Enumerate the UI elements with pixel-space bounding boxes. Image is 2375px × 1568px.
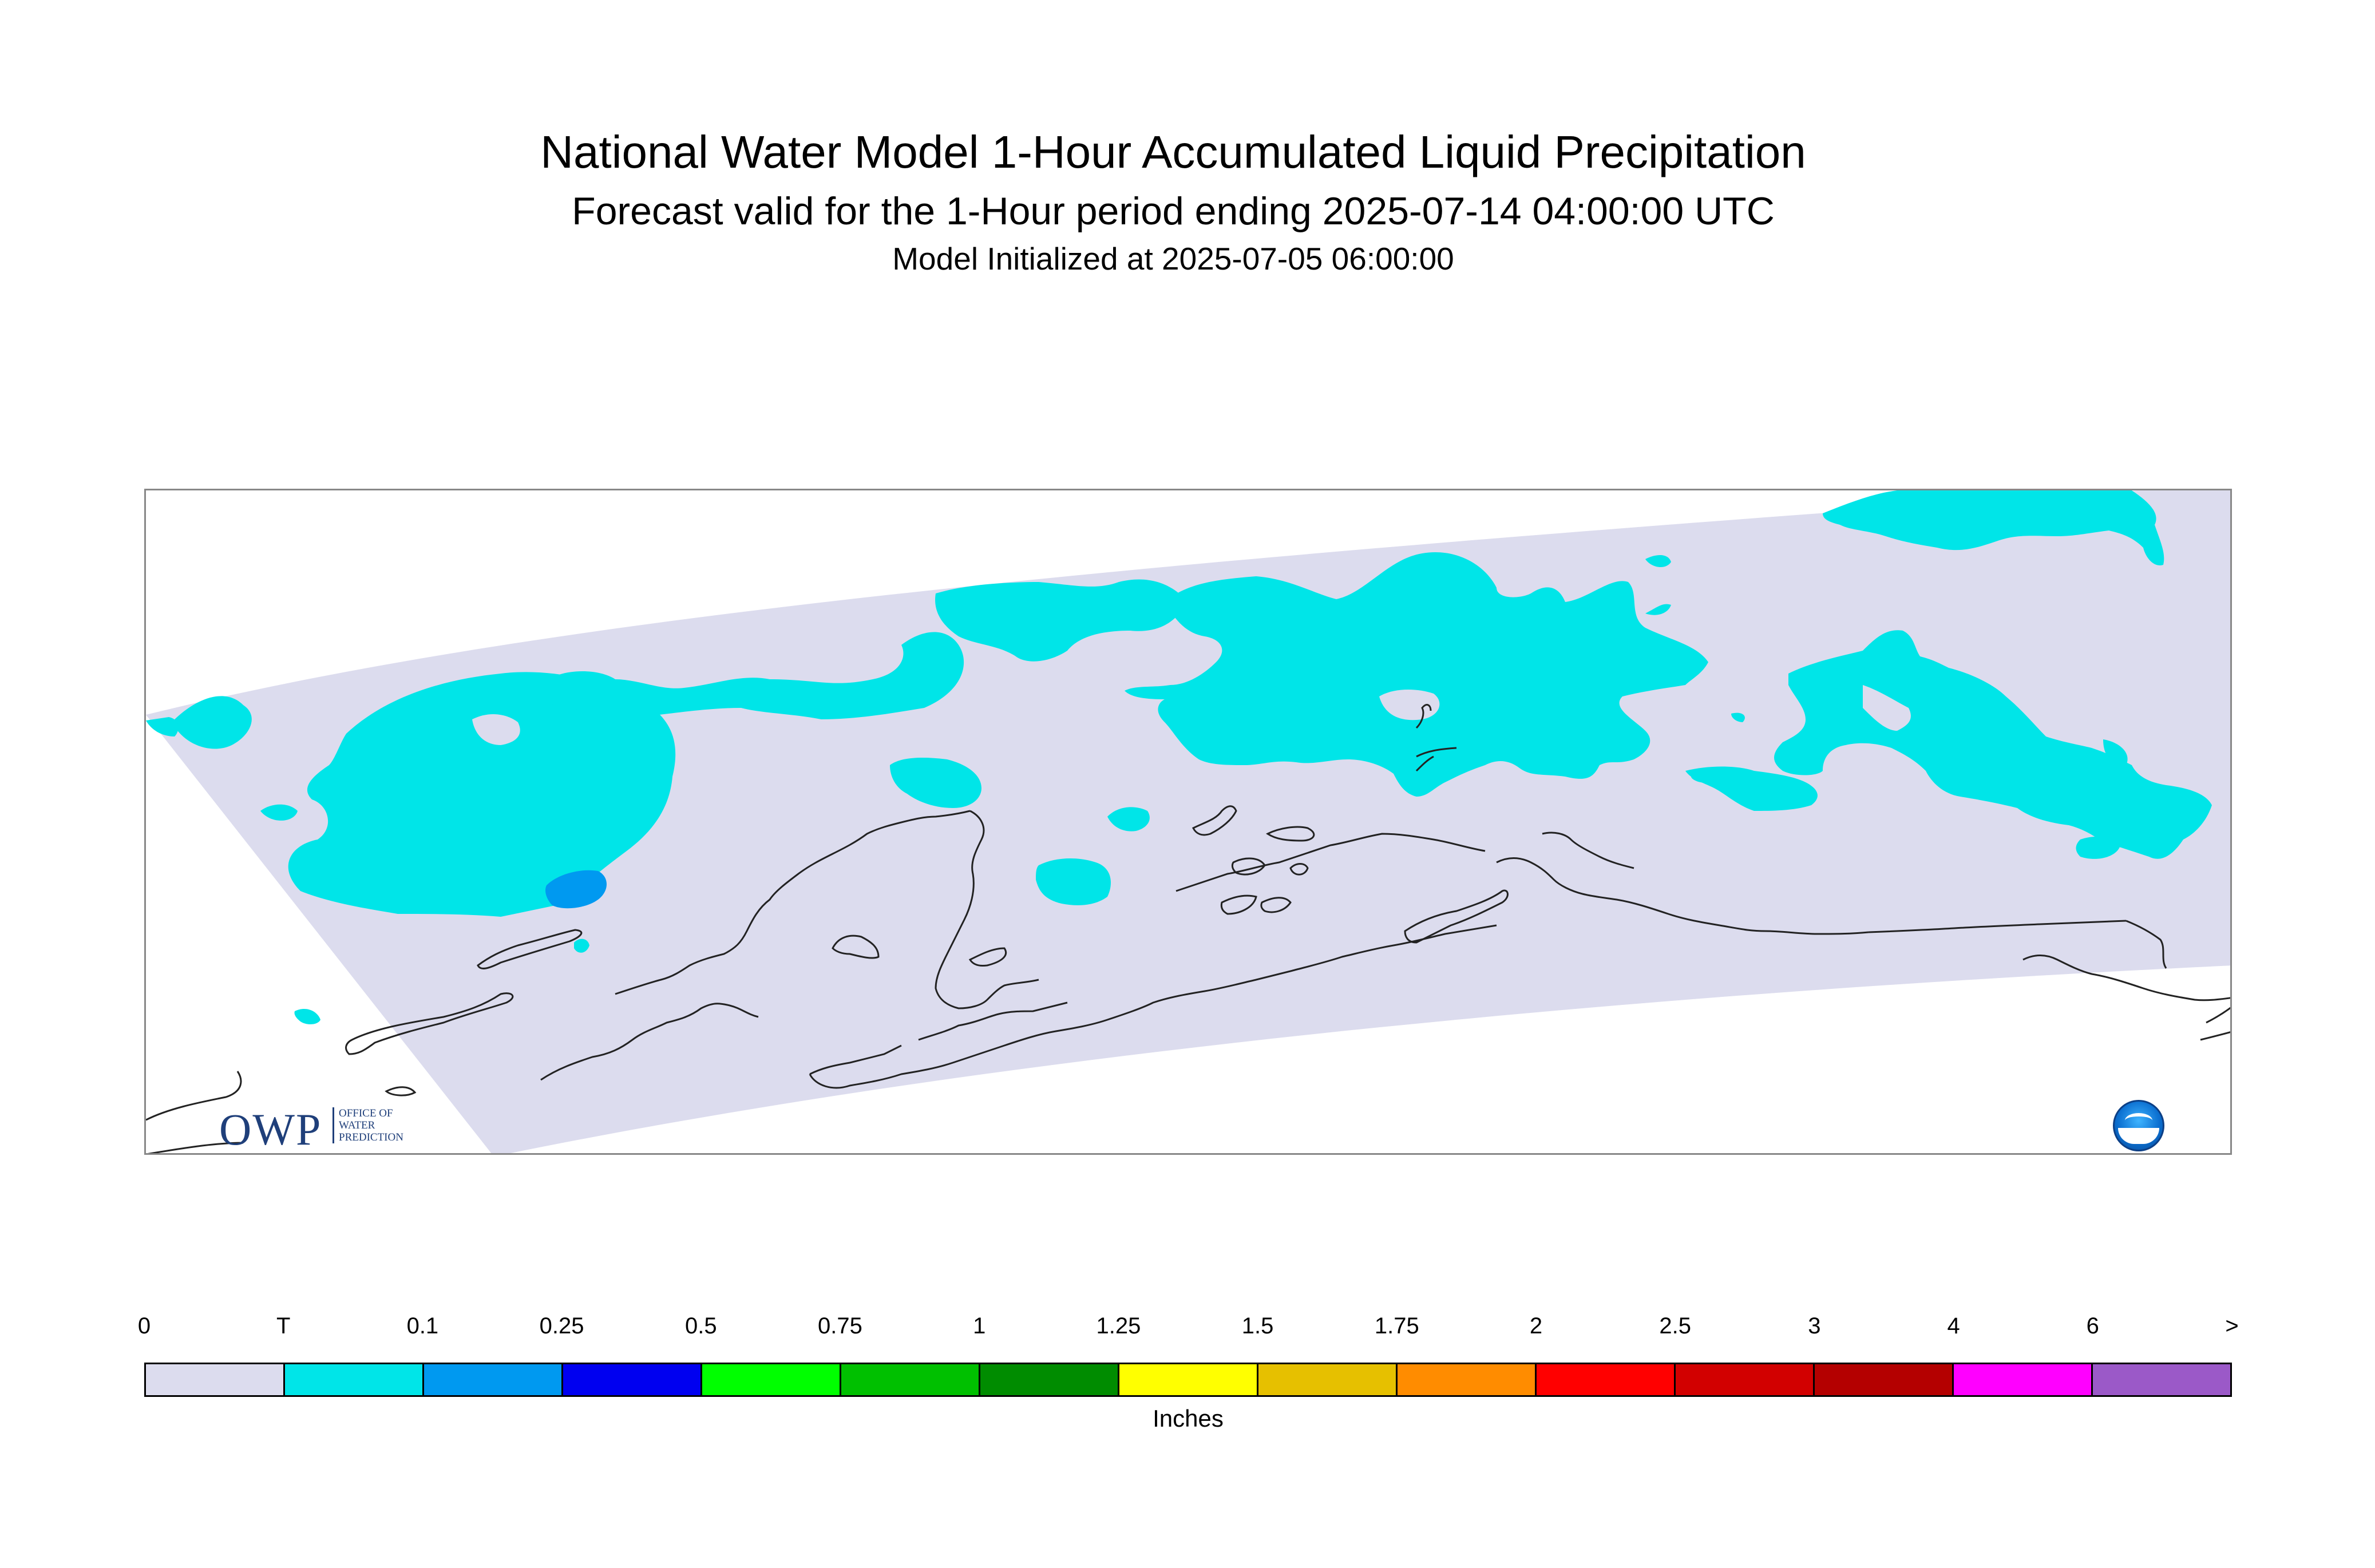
legend-swatch-9 xyxy=(1398,1364,1537,1395)
legend-label-15: > xyxy=(2225,1313,2239,1339)
legend-swatch-3 xyxy=(563,1364,702,1395)
legend-label-1: T xyxy=(276,1313,291,1339)
owp-line-2: WATER xyxy=(339,1119,375,1131)
legend-swatch-4 xyxy=(702,1364,841,1395)
noaa-bird-icon xyxy=(2125,1113,2152,1128)
legend-label-13: 4 xyxy=(1947,1313,1960,1339)
map-title: National Water Model 1-Hour Accumulated … xyxy=(540,126,1806,177)
legend-label-3: 0.25 xyxy=(539,1313,584,1339)
legend-label-5: 0.75 xyxy=(818,1313,862,1339)
legend-label-6: 1 xyxy=(973,1313,986,1339)
map-frame[interactable]: OWP OFFICE OF WATER PREDICTION xyxy=(144,489,2232,1155)
legend-swatch-10 xyxy=(1537,1364,1676,1395)
legend-label-8: 1.5 xyxy=(1241,1313,1274,1339)
model-domain xyxy=(146,490,2230,1153)
legend-label-10: 2 xyxy=(1529,1313,1543,1339)
legend-label-14: 6 xyxy=(2086,1313,2099,1339)
legend-label-0: 0 xyxy=(137,1313,151,1339)
precipitation-map xyxy=(146,490,2230,1153)
owp-line-1: OFFICE OF xyxy=(339,1107,393,1119)
legend-tick-labels: 0 T 0.1 0.25 0.5 0.75 1 1.25 1.5 1.75 2 … xyxy=(138,1313,2239,1348)
zero-precip-holes xyxy=(472,690,1440,745)
coastlines xyxy=(146,704,2230,1153)
legend-label-2: 0.1 xyxy=(406,1313,439,1339)
legend-label-4: 0.5 xyxy=(684,1313,717,1339)
owp-subtext: OFFICE OF WATER PREDICTION xyxy=(332,1107,442,1143)
legend-units: Inches xyxy=(1153,1405,1224,1432)
legend-label-7: 1.25 xyxy=(1096,1313,1141,1339)
legend-colorbar xyxy=(144,1363,2232,1397)
legend-swatch-1 xyxy=(285,1364,424,1395)
legend-swatch-11 xyxy=(1676,1364,1815,1395)
legend-swatch-8 xyxy=(1258,1364,1398,1395)
noaa-wave-icon xyxy=(2118,1128,2159,1144)
legend-swatch-6 xyxy=(980,1364,1119,1395)
legend-label-12: 3 xyxy=(1808,1313,1821,1339)
legend-swatch-13 xyxy=(1954,1364,2093,1395)
legend-swatch-14 xyxy=(2093,1364,2230,1395)
forecast-valid-subtitle: Forecast valid for the 1-Hour period end… xyxy=(572,189,1775,233)
legend-label-11: 2.5 xyxy=(1659,1313,1691,1339)
light-precip-area-2 xyxy=(574,939,589,953)
legend-swatch-12 xyxy=(1815,1364,1954,1395)
legend-label-9: 1.75 xyxy=(1374,1313,1419,1339)
owp-line-3: PREDICTION xyxy=(339,1131,403,1143)
legend-swatch-7 xyxy=(1119,1364,1258,1395)
light-precip-area xyxy=(545,870,607,909)
noaa-logo xyxy=(2113,1100,2164,1151)
legend-swatch-0 xyxy=(146,1364,285,1395)
owp-letters: OWP xyxy=(219,1104,322,1154)
legend-swatch-2 xyxy=(424,1364,563,1395)
trace-precip-areas xyxy=(146,490,2212,1024)
legend-swatch-5 xyxy=(841,1364,980,1395)
model-init-subtitle: Model Initialized at 2025-07-05 06:00:00 xyxy=(892,241,1454,276)
